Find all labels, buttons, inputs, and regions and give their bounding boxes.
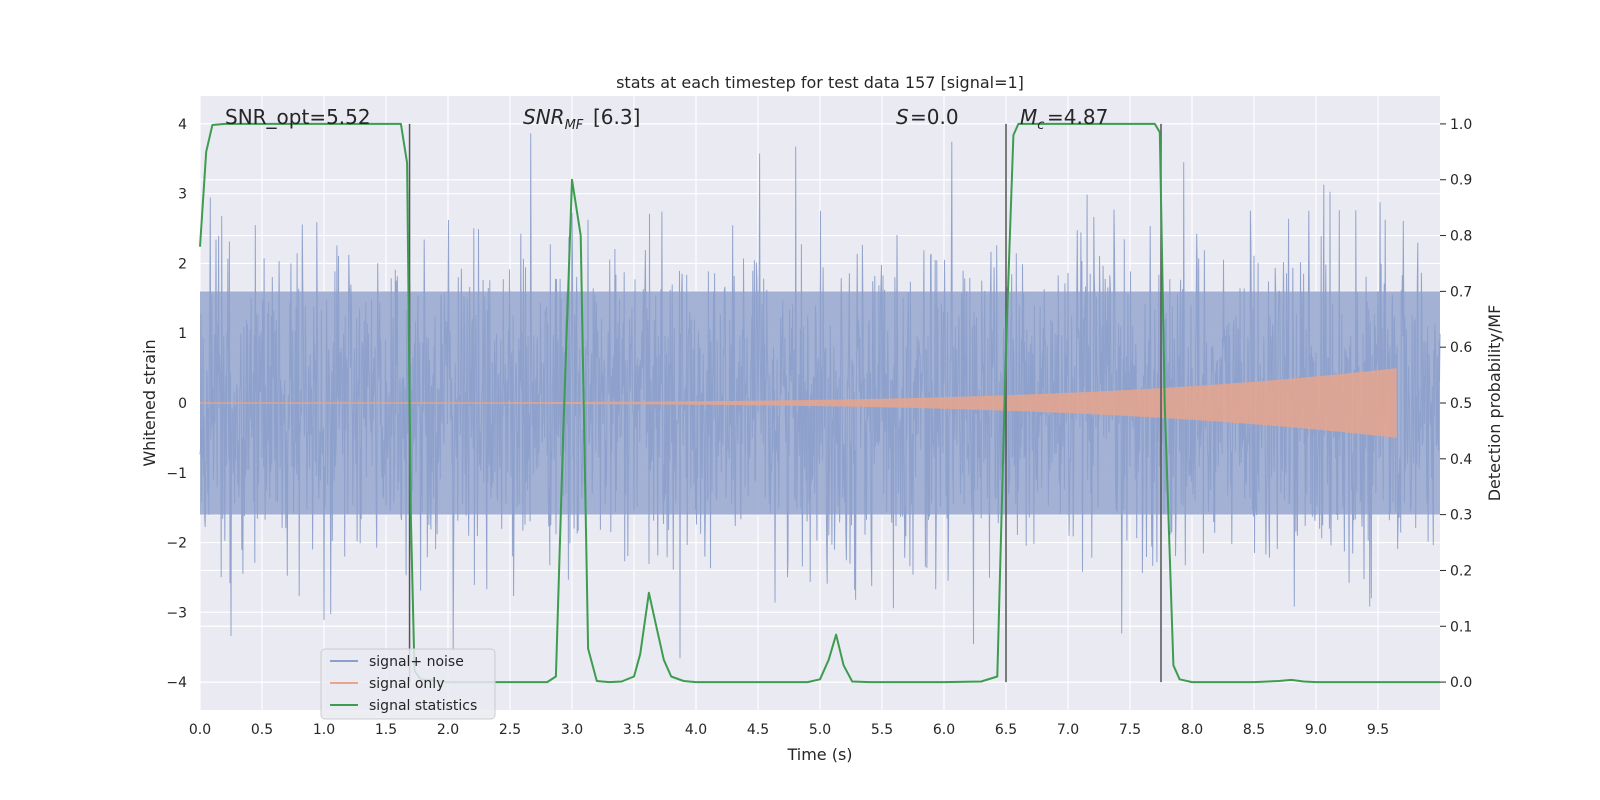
legend-label-signal-noise: signal+ noise xyxy=(369,654,464,670)
y-right-tick-label-0: 1.0 xyxy=(1450,117,1472,133)
x-tick-label-7: 3.5 xyxy=(623,722,645,738)
y-right-tick-label-5: 0.5 xyxy=(1450,396,1472,412)
y-left-axis-label: Whitened strain xyxy=(140,339,159,466)
annotation-s-stat: S =0.0 xyxy=(896,105,959,129)
x-tick-label-10: 5.0 xyxy=(809,722,831,738)
x-tick-label-4: 2.0 xyxy=(437,722,459,738)
signal-noise-line xyxy=(199,133,1441,659)
y-right-tick-label-9: 0.1 xyxy=(1450,619,1472,635)
y-right-tick-label-6: 0.4 xyxy=(1450,452,1472,468)
x-tick-label-17: 8.5 xyxy=(1243,722,1265,738)
y-right-tick-label-1: 0.9 xyxy=(1450,173,1472,189)
x-tick-label-19: 9.5 xyxy=(1367,722,1389,738)
svg-text:[6.3]: [6.3] xyxy=(593,105,640,129)
y-left-tick-label-5: −1 xyxy=(166,466,187,482)
svg-text:Mc: Mc xyxy=(1020,105,1044,133)
legend-box xyxy=(320,648,496,720)
y-left-tick-label-8: −4 xyxy=(166,675,187,691)
x-tick-label-11: 5.5 xyxy=(871,722,893,738)
svg-text:S: S xyxy=(896,105,909,129)
y-right-tick-label-7: 0.3 xyxy=(1450,508,1472,524)
x-tick-labels: 0.0 0.5 1.0 1.5 2.0 2.5 3.0 3.5 4.0 4.5 5.0 5.5 6.0 6… xyxy=(189,722,1389,738)
y-right-tick-label-3: 0.7 xyxy=(1450,284,1472,300)
svg-text:SNRMF: SNRMF xyxy=(523,105,584,133)
x-tick-label-12: 6.0 xyxy=(933,722,955,738)
y-left-tick-label-6: −2 xyxy=(166,536,187,552)
x-tick-label-2: 1.0 xyxy=(313,722,335,738)
x-tick-label-16: 8.0 xyxy=(1181,722,1203,738)
y-left-tick-labels: 4 3 2 1 0 −1 −2 −3 −4 xyxy=(166,117,187,691)
chart-title: stats at each timestep for test data 157… xyxy=(616,73,1024,92)
x-tick-label-13: 6.5 xyxy=(995,722,1017,738)
x-tick-label-1: 0.5 xyxy=(251,722,273,738)
y-left-tick-label-4: 0 xyxy=(178,396,187,412)
y-right-tick-label-2: 0.8 xyxy=(1450,229,1472,245)
y-right-tick-labels: 1.0 0.9 0.8 0.7 0.6 0.5 0.4 0.3 0.2 0.1 0.0 xyxy=(1440,117,1472,691)
y-left-tick-label-2: 2 xyxy=(178,256,187,272)
legend: signal+ noise signal only signal statist… xyxy=(320,648,496,720)
x-tick-label-9: 4.5 xyxy=(747,722,769,738)
y-right-tick-label-8: 0.2 xyxy=(1450,563,1472,579)
y-right-tick-label-4: 0.6 xyxy=(1450,340,1472,356)
svg-text:=4.87: =4.87 xyxy=(1047,105,1108,129)
y-left-tick-label-0: 4 xyxy=(178,117,187,133)
x-tick-label-0: 0.0 xyxy=(189,722,211,738)
x-tick-label-18: 9.0 xyxy=(1305,722,1327,738)
x-tick-label-5: 2.5 xyxy=(499,722,521,738)
annotation-snr-mf: SNRMF [6.3] xyxy=(523,105,640,133)
x-axis-label: Time (s) xyxy=(786,745,852,764)
legend-label-signal-only: signal only xyxy=(369,676,444,692)
y-right-axis-label: Detection probability/MF xyxy=(1485,305,1504,502)
annotation-chirp-mass: Mc =4.87 xyxy=(1020,105,1108,133)
x-tick-label-8: 4.0 xyxy=(685,722,707,738)
x-tick-label-6: 3.0 xyxy=(561,722,583,738)
y-left-tick-label-1: 3 xyxy=(178,187,187,203)
y-right-tick-label-10: 0.0 xyxy=(1450,675,1472,691)
legend-label-signal-statistics: signal statistics xyxy=(369,698,477,714)
svg-text:=0.0: =0.0 xyxy=(910,105,959,129)
x-tick-label-14: 7.0 xyxy=(1057,722,1079,738)
signal-only-line xyxy=(200,368,1397,438)
x-tick-label-15: 7.5 xyxy=(1119,722,1141,738)
y-left-tick-label-3: 1 xyxy=(178,326,187,342)
signal-only-series xyxy=(200,368,1397,438)
x-tick-label-3: 1.5 xyxy=(375,722,397,738)
annotation-snr-opt: SNR_opt=5.52 xyxy=(225,105,371,129)
y-left-tick-label-7: −3 xyxy=(166,605,187,621)
